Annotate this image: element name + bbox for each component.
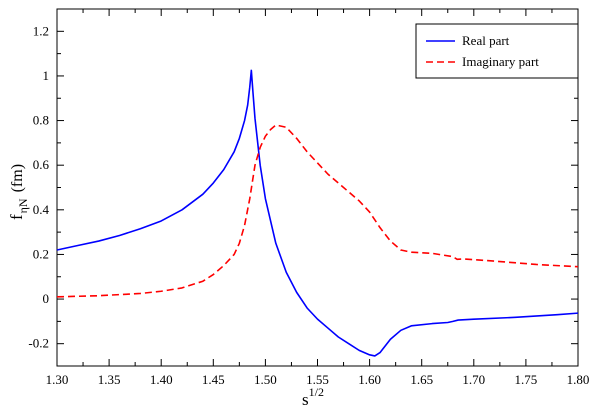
y-axis-label: fηN (fm) (7, 164, 30, 220)
series-lines (56, 69, 579, 357)
x-tick-label: 1.65 (410, 372, 433, 387)
legend: Real part Imaginary part (415, 23, 579, 79)
x-tick-label: 1.55 (306, 372, 329, 387)
x-tick-label: 1.75 (515, 372, 538, 387)
x-axis-label-sup: 1/2 (309, 385, 324, 399)
legend-label-imaginary-part: Imaginary part (462, 54, 539, 69)
y-axis-label-unit: (fm) (9, 164, 26, 192)
y-tick-label: 1.2 (33, 23, 49, 38)
series-line-real-part (56, 69, 579, 357)
x-tick-label: 1.30 (46, 372, 69, 387)
y-axis-label-base: f (7, 214, 26, 220)
x-tick-label: 1.80 (567, 372, 590, 387)
legend-box (415, 23, 579, 79)
x-tick-label: 1.45 (202, 372, 225, 387)
y-tick-label: -0.2 (28, 336, 49, 351)
x-tick-label: 1.35 (98, 372, 121, 387)
y-axis-label-sub: ηN (16, 198, 30, 213)
x-axis-label-base: s (302, 390, 309, 409)
y-tick-label: 0.2 (33, 246, 49, 261)
y-tick-label: 1 (43, 68, 50, 83)
x-tick-label: 1.50 (254, 372, 277, 387)
x-axis-label: s1/2 (302, 385, 324, 409)
series-line-imaginary-part (56, 124, 579, 298)
y-tick-label: 0.4 (33, 202, 50, 217)
y-tick-label: 0.6 (33, 157, 50, 172)
y-tick-label: 0.8 (33, 113, 49, 128)
x-tick-label: 1.60 (358, 372, 381, 387)
legend-label-real-part: Real part (462, 33, 510, 48)
x-tick-label: 1.70 (462, 372, 485, 387)
axis-ticks: 1.30 1.35 1.40 1.45 1.50 1.55 1.60 1.65 1.70 1.75… (28, 8, 590, 387)
x-tick-label: 1.40 (150, 372, 173, 387)
y-tick-label: 0 (43, 291, 50, 306)
